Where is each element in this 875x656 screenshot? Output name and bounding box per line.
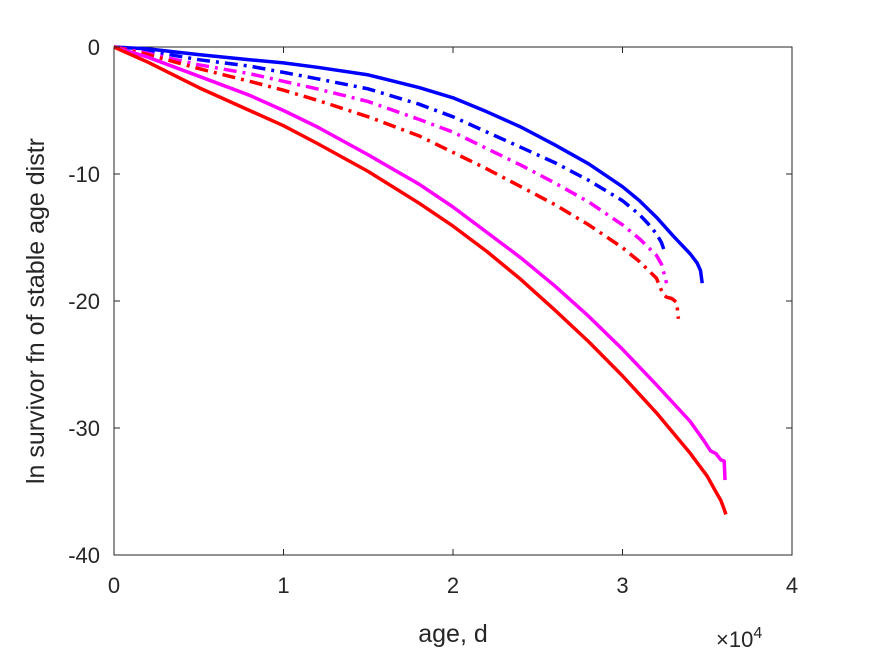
series-line-1 (113, 45, 704, 284)
x-axis-ticks: 0 1 2 3 4 (108, 47, 798, 598)
x-tick-label: 0 (108, 573, 120, 598)
y-axis-ticks: 0 -10 -20 -30 -40 (68, 35, 792, 568)
series-line-6 (113, 45, 728, 515)
y-tick-label: 0 (88, 35, 100, 60)
series-line-3 (113, 45, 669, 284)
plot-area: 0 1 2 3 4 0 -10 -20 -30 -40 (68, 35, 798, 598)
series-line-2 (113, 45, 667, 254)
x-tick-label: 3 (616, 573, 628, 598)
x-tick-label: 4 (786, 573, 798, 598)
y-axis-label: ln survivor fn of stable age distr (22, 138, 50, 484)
y-tick-label: -30 (68, 416, 100, 441)
x-axis-label: age, d (418, 620, 488, 648)
x-axis-exponent-power: 4 (753, 625, 762, 642)
y-tick-label: -40 (68, 543, 100, 568)
y-tick-label: -10 (68, 162, 100, 187)
series-layer (113, 45, 728, 515)
axes-frame (113, 46, 793, 556)
x-tick-label: 1 (277, 573, 289, 598)
x-axis-exponent: ×104 (716, 625, 762, 652)
y-tick-label: -20 (68, 289, 100, 314)
x-axis-exponent-base: ×10 (716, 627, 753, 652)
series-line-5 (113, 45, 727, 481)
series-line-4 (113, 45, 681, 319)
x-tick-label: 2 (447, 573, 459, 598)
